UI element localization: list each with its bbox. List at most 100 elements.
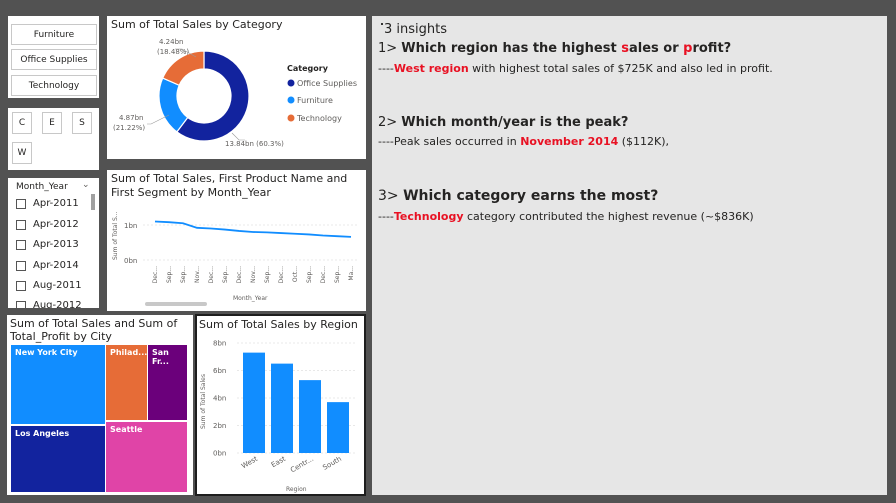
y-tick-label: 0bn [213, 450, 226, 458]
dot-marker [381, 23, 383, 25]
a2-text-start: ----Peak sales occurred in [378, 135, 521, 148]
month-label: Aug-2011 [33, 280, 82, 291]
a3-dash: ---- [378, 210, 394, 223]
treemap-title-line1: Sum of Total Sales and Sum of [10, 317, 178, 330]
legend-title: Category [287, 64, 329, 73]
line-chart-title-line2: First Segment by Month_Year [111, 186, 271, 199]
legend-label-technology[interactable]: Technology [296, 114, 342, 123]
a1-text: with highest total sales of $725K and al… [468, 62, 773, 75]
checkbox[interactable] [16, 280, 26, 291]
checkbox[interactable] [16, 198, 26, 209]
month-label: Apr-2014 [33, 260, 79, 271]
bar-chart-title: Sum of Total Sales by Region [199, 318, 358, 331]
technology-data-label: 4.24bn [159, 38, 183, 46]
region-option-s[interactable]: S [72, 112, 92, 134]
donut-chart: 4.24bn (18.48%) 4.87bn (21.22%) 13.84bn … [113, 38, 357, 148]
a1-dash: ---- [378, 62, 394, 75]
q1-text-b: ales or [628, 41, 684, 56]
region-option-e[interactable]: E [42, 112, 62, 134]
line-chart-title-line1: Sum of Total Sales, First Product Name a… [111, 172, 348, 185]
checkbox[interactable] [16, 300, 26, 308]
treemap-tile-new-york-city[interactable]: New York City [10, 344, 107, 425]
month-option[interactable]: Apr-2013 [16, 239, 79, 250]
month-option[interactable]: Apr-2014 [16, 260, 79, 271]
month-option[interactable]: Apr-2011 [16, 198, 79, 209]
x-tick-label: Sep... [264, 266, 271, 283]
y-tick-label: 4bn [213, 395, 226, 403]
legend-marker-furniture [287, 96, 295, 104]
sales-line[interactable] [154, 220, 352, 238]
a2-highlight: November 2014 [520, 135, 619, 148]
month-year-slicer: Month_Year ⌄ Apr-2011 Apr-2012 Apr-2013 … [8, 178, 99, 308]
treemap-tile-seattle[interactable]: Seattle [105, 421, 188, 493]
month-label: Apr-2012 [33, 219, 79, 230]
furniture-data-label-pct: (21.22%) [113, 124, 145, 132]
x-tick-label: Ma... [348, 266, 355, 281]
treemap-tile-san-francisco[interactable]: San Fr... [147, 344, 188, 421]
treemap-card: Sum of Total Sales and Sum of Total_Prof… [7, 315, 193, 495]
bar-chart-y-axis-title: Sum of Total Sales [200, 374, 207, 429]
q1-highlight-s: s [621, 41, 629, 56]
month-option[interactable]: Aug-2011 [16, 280, 82, 291]
insights-heading: 3 insights [384, 22, 448, 37]
slicer-scrollbar[interactable] [91, 194, 95, 210]
insight-question-3: 3> Which category earns the most? [378, 188, 658, 204]
x-tick-label: Centr... [289, 455, 315, 475]
y-tick-label: 2bn [213, 422, 226, 430]
donut-slice-technology[interactable] [161, 50, 205, 87]
bar-central[interactable] [299, 380, 321, 453]
chevron-down-icon[interactable]: ⌄ [82, 180, 90, 190]
bar-east[interactable] [271, 363, 293, 453]
category-slicer: Furniture Office Supplies Technology [8, 16, 99, 98]
insight-answer-3: ----Technology category contributed the … [378, 210, 754, 223]
y-tick-label: 6bn [213, 367, 226, 375]
a2-text-rest: ($112K), [618, 135, 670, 148]
x-tick-label: Sep... [306, 266, 313, 283]
insight-question-2: 2> Which month/year is the peak? [378, 115, 628, 130]
treemap-tile-los-angeles[interactable]: Los Angeles [10, 425, 107, 493]
x-tick-label: Sep... [222, 266, 229, 283]
donut-chart-card: Sum of Total Sales by Category 4.24bn (1… [107, 16, 366, 159]
y-tick-label: 8bn [213, 340, 226, 348]
insight-question-1: 1> Which region has the highest sales or… [378, 41, 731, 56]
checkbox[interactable] [16, 260, 26, 271]
donut-slice-furniture[interactable] [158, 77, 189, 133]
x-tick-label: Nov... [250, 266, 257, 283]
category-option-furniture[interactable]: Furniture [11, 24, 97, 45]
region-option-c[interactable]: C [12, 112, 32, 134]
x-tick-label: Sep... [180, 266, 187, 283]
legend-marker-office [287, 79, 295, 87]
furniture-data-label: 4.87bn [119, 114, 143, 122]
month-slicer-header: Month_Year [16, 182, 68, 192]
bar-south[interactable] [327, 402, 349, 453]
a1-highlight: West region [393, 62, 469, 75]
legend-label-office[interactable]: Office Supplies [297, 79, 357, 88]
a3-highlight: Technology [393, 210, 464, 223]
bar-chart-card: Sum of Total Sales by Region Sum of Tota… [195, 314, 366, 496]
x-tick-label: Dec... [152, 266, 159, 283]
region-option-w[interactable]: W [12, 142, 32, 164]
line-chart-card: Sum of Total Sales, First Product Name a… [107, 170, 366, 311]
treemap-tile-philadelphia[interactable]: Philad... [105, 344, 148, 421]
checkbox[interactable] [16, 219, 26, 230]
x-tick-label: West [240, 455, 259, 471]
horizontal-scrollbar[interactable] [145, 302, 207, 306]
legend-label-furniture[interactable]: Furniture [297, 96, 333, 105]
category-option-office-supplies[interactable]: Office Supplies [11, 49, 97, 70]
donut-slice-office-supplies[interactable] [176, 50, 250, 142]
bar-west[interactable] [243, 352, 265, 453]
x-tick-label: Dec... [236, 266, 243, 283]
x-tick-label: Oct... [292, 266, 299, 282]
region-slicer: C E S W [8, 108, 99, 170]
x-tick-label: Nov... [194, 266, 201, 283]
category-option-technology[interactable]: Technology [11, 75, 97, 96]
month-option[interactable]: Aug-2012 [16, 300, 82, 308]
bar-chart: Sum of Total Sales 8bn 6bn 4bn 2bn 0bn West E… [200, 340, 357, 493]
checkbox[interactable] [16, 239, 26, 250]
month-option[interactable]: Apr-2012 [16, 219, 79, 230]
x-tick-label: Dec... [320, 266, 327, 283]
y-tick-1bn: 1bn [124, 222, 137, 230]
month-label: Aug-2012 [33, 300, 82, 308]
legend-marker-technology [287, 114, 295, 122]
q3-prefix: 3> [378, 188, 404, 204]
